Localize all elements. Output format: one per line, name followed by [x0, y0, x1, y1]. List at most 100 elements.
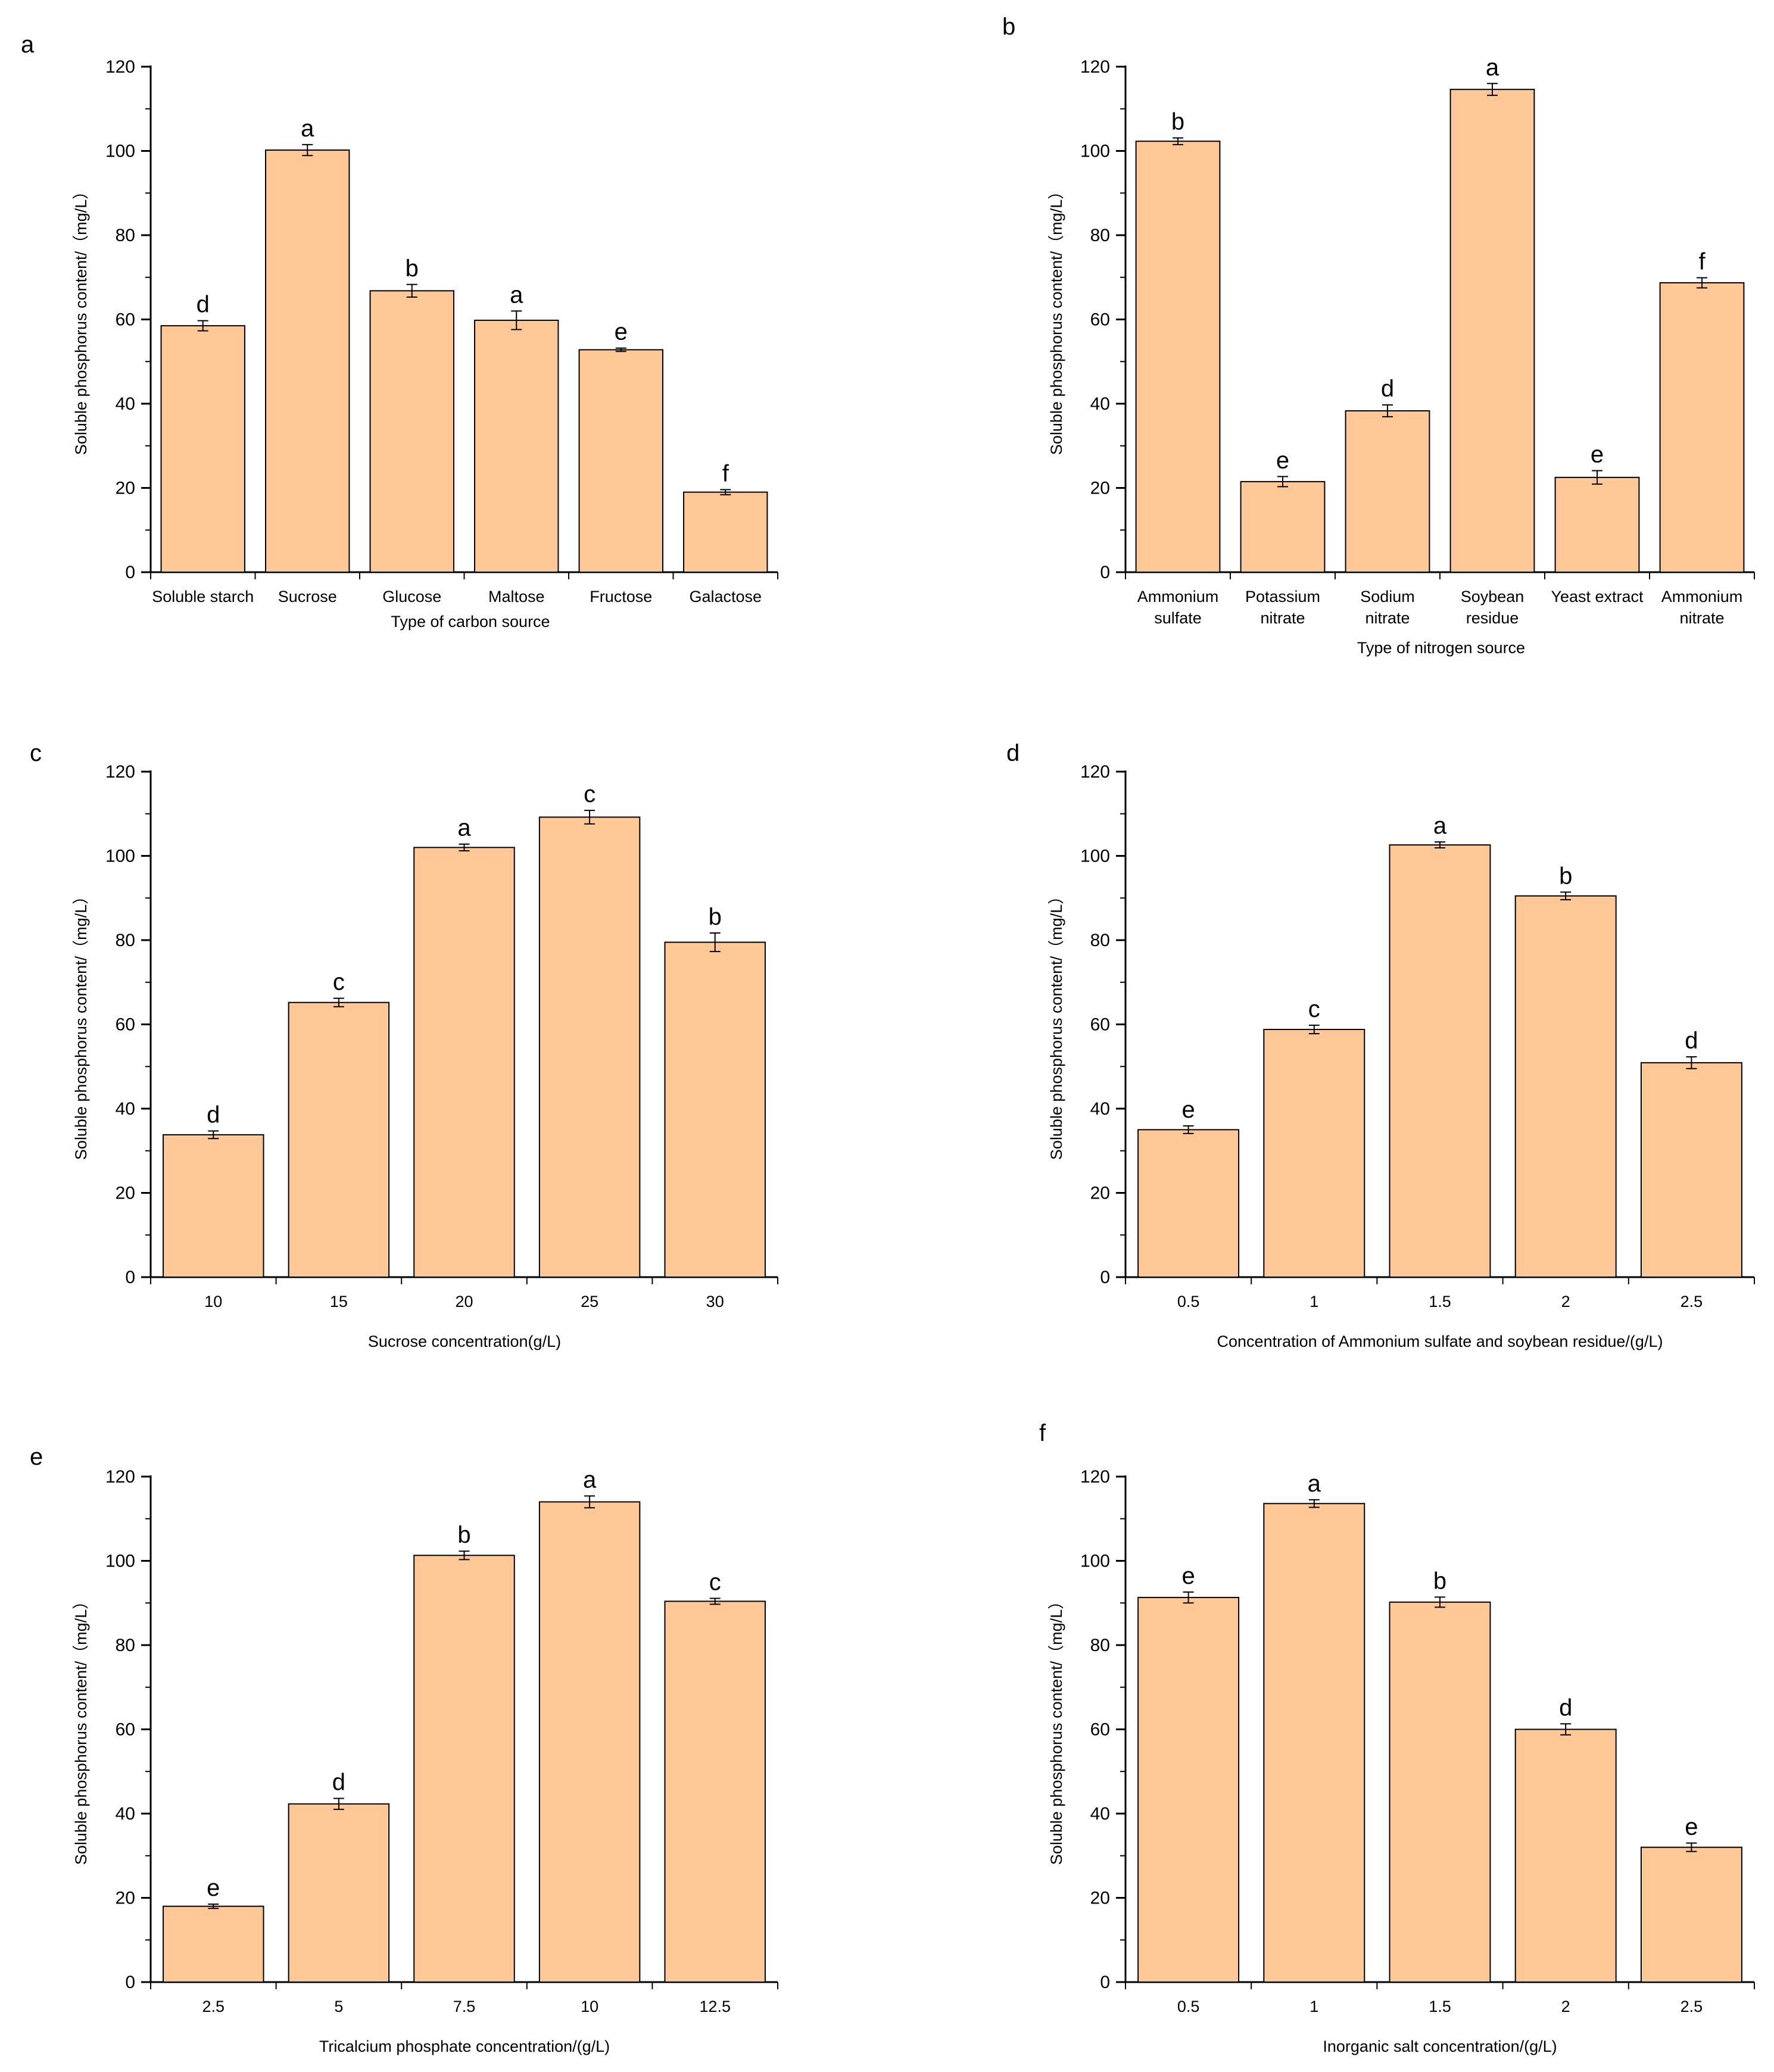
significance-label: b [457, 1522, 470, 1548]
bar [1135, 141, 1221, 573]
significance-label: a [1433, 813, 1447, 839]
chart-panel-b: b 0 20 40 60 80 100 120 b Ammonium sulfate e Potassi… [1002, 14, 1755, 657]
x-tick-label: 1 [1310, 1998, 1318, 2015]
bar [163, 1905, 264, 1983]
y-axis-title: Soluble phosphorus content/（mg/L） [72, 1593, 90, 1865]
bar [1640, 1846, 1742, 1983]
significance-label: a [1308, 1471, 1321, 1497]
x-axis-title: Type of carbon source [391, 613, 550, 631]
y-axis-title: Soluble phosphorus content/（mg/L） [1047, 183, 1065, 455]
bar [160, 325, 245, 573]
y-tick-label: 100 [105, 1552, 135, 1571]
significance-label: a [583, 1467, 597, 1493]
bar [413, 1555, 515, 1983]
significance-label: a [457, 815, 471, 841]
y-tick-label: 100 [1080, 1552, 1110, 1571]
x-tick-label: 2 [1561, 1293, 1570, 1310]
y-tick-label: 80 [1090, 226, 1110, 245]
significance-label: b [406, 255, 419, 282]
x-tick-label: 20 [455, 1293, 473, 1310]
significance-label: e [1181, 1563, 1195, 1589]
chart-panel-a: a 0 20 40 60 80 100 120 d Soluble starch a Sucrose b… [21, 32, 778, 631]
y-tick-label: 60 [116, 1720, 135, 1740]
bar [1263, 1503, 1365, 1983]
bar [1240, 480, 1326, 573]
x-axis-title: Concentration of Ammonium sulfate and so… [1217, 1333, 1663, 1350]
x-tick-label: 0.5 [1177, 1998, 1200, 2015]
x-axis-title: Type of nitrogen source [1357, 639, 1525, 657]
bar [1514, 895, 1617, 1278]
bar [1389, 844, 1491, 1278]
bar [1514, 1728, 1617, 1983]
y-tick-label: 80 [116, 226, 135, 245]
x-tick-label: sulfate [1154, 609, 1202, 627]
y-axis-title: Soluble phosphorus content/（mg/L） [1047, 888, 1065, 1160]
chart-panel-e: e 0 20 40 60 80 100 120 e 2.5 d 5 b 7.5 a 10 c 12.5 Trical… [30, 1444, 778, 2055]
significance-label: a [510, 282, 523, 308]
bar [288, 1001, 390, 1278]
chart-panel-d: d 0 20 40 60 80 100 120 e 0.5 c 1 a 1.5 b 2 d 2.5 Concentr… [1006, 740, 1755, 1350]
significance-label: c [584, 781, 596, 807]
significance-label: e [615, 319, 628, 345]
bar [1640, 1062, 1742, 1278]
bar [664, 941, 766, 1278]
significance-label: b [709, 904, 722, 930]
bar [538, 816, 641, 1278]
y-tick-label: 40 [1090, 394, 1110, 414]
y-tick-label: 40 [116, 1804, 135, 1824]
x-tick-label: Sodium [1360, 588, 1415, 606]
y-tick-label: 80 [1090, 931, 1110, 950]
significance-label: e [207, 1875, 220, 1901]
y-tick-label: 60 [1090, 1720, 1110, 1740]
significance-label: e [1181, 1097, 1195, 1123]
bar [578, 349, 663, 573]
x-tick-label: Potassium [1245, 588, 1320, 606]
y-tick-label: 60 [116, 310, 135, 330]
bar [1345, 410, 1430, 573]
significance-label: d [1381, 376, 1394, 402]
significance-label: c [1308, 996, 1320, 1022]
panel-label: b [1002, 14, 1015, 40]
x-tick-label: 0.5 [1177, 1293, 1200, 1310]
x-tick-label: 12.5 [699, 1998, 731, 2015]
significance-label: b [1559, 863, 1572, 889]
significance-label: e [1591, 441, 1604, 467]
x-tick-label: nitrate [1679, 609, 1724, 627]
y-tick-label: 100 [1080, 142, 1110, 161]
y-tick-label: 100 [105, 847, 135, 866]
panel-label: a [21, 32, 35, 58]
x-tick-label: Ammonium [1137, 588, 1219, 606]
y-tick-label: 60 [1090, 310, 1110, 330]
y-tick-label: 20 [116, 1889, 135, 1908]
chart-panel-c: c 0 20 40 60 80 100 120 d 10 c 15 a 20 c 25 b 30 Sucrose c… [30, 740, 778, 1350]
bar [1389, 1601, 1491, 1983]
bar [474, 319, 559, 573]
y-tick-label: 20 [1090, 479, 1110, 498]
panel-label: f [1039, 1420, 1046, 1446]
y-tick-label: 120 [1080, 57, 1110, 77]
significance-label: a [1486, 54, 1499, 80]
y-tick-label: 20 [1090, 1184, 1110, 1203]
y-tick-label: 0 [1100, 563, 1110, 582]
x-tick-label: 2.5 [202, 1998, 225, 2015]
x-tick-label: 1.5 [1429, 1293, 1451, 1310]
y-axis-title: Soluble phosphorus content/（mg/L） [72, 888, 90, 1160]
x-tick-label: nitrate [1365, 609, 1410, 627]
x-tick-label: 30 [706, 1293, 724, 1310]
y-tick-label: 60 [116, 1015, 135, 1035]
significance-label: b [1433, 1568, 1446, 1594]
y-tick-label: 0 [125, 563, 135, 582]
x-tick-label: nitrate [1260, 609, 1305, 627]
bar [664, 1600, 766, 1983]
x-tick-label: Maltose [488, 588, 545, 606]
bar [538, 1501, 641, 1983]
significance-label: d [197, 292, 210, 318]
bar [265, 149, 350, 573]
y-tick-label: 40 [116, 1099, 135, 1119]
y-tick-label: 40 [116, 394, 135, 414]
y-axis-title: Soluble phosphorus content/（mg/L） [1047, 1593, 1065, 1865]
x-tick-label: 10 [204, 1293, 222, 1310]
bar [1263, 1028, 1365, 1278]
x-tick-label: 2.5 [1681, 1998, 1703, 2015]
